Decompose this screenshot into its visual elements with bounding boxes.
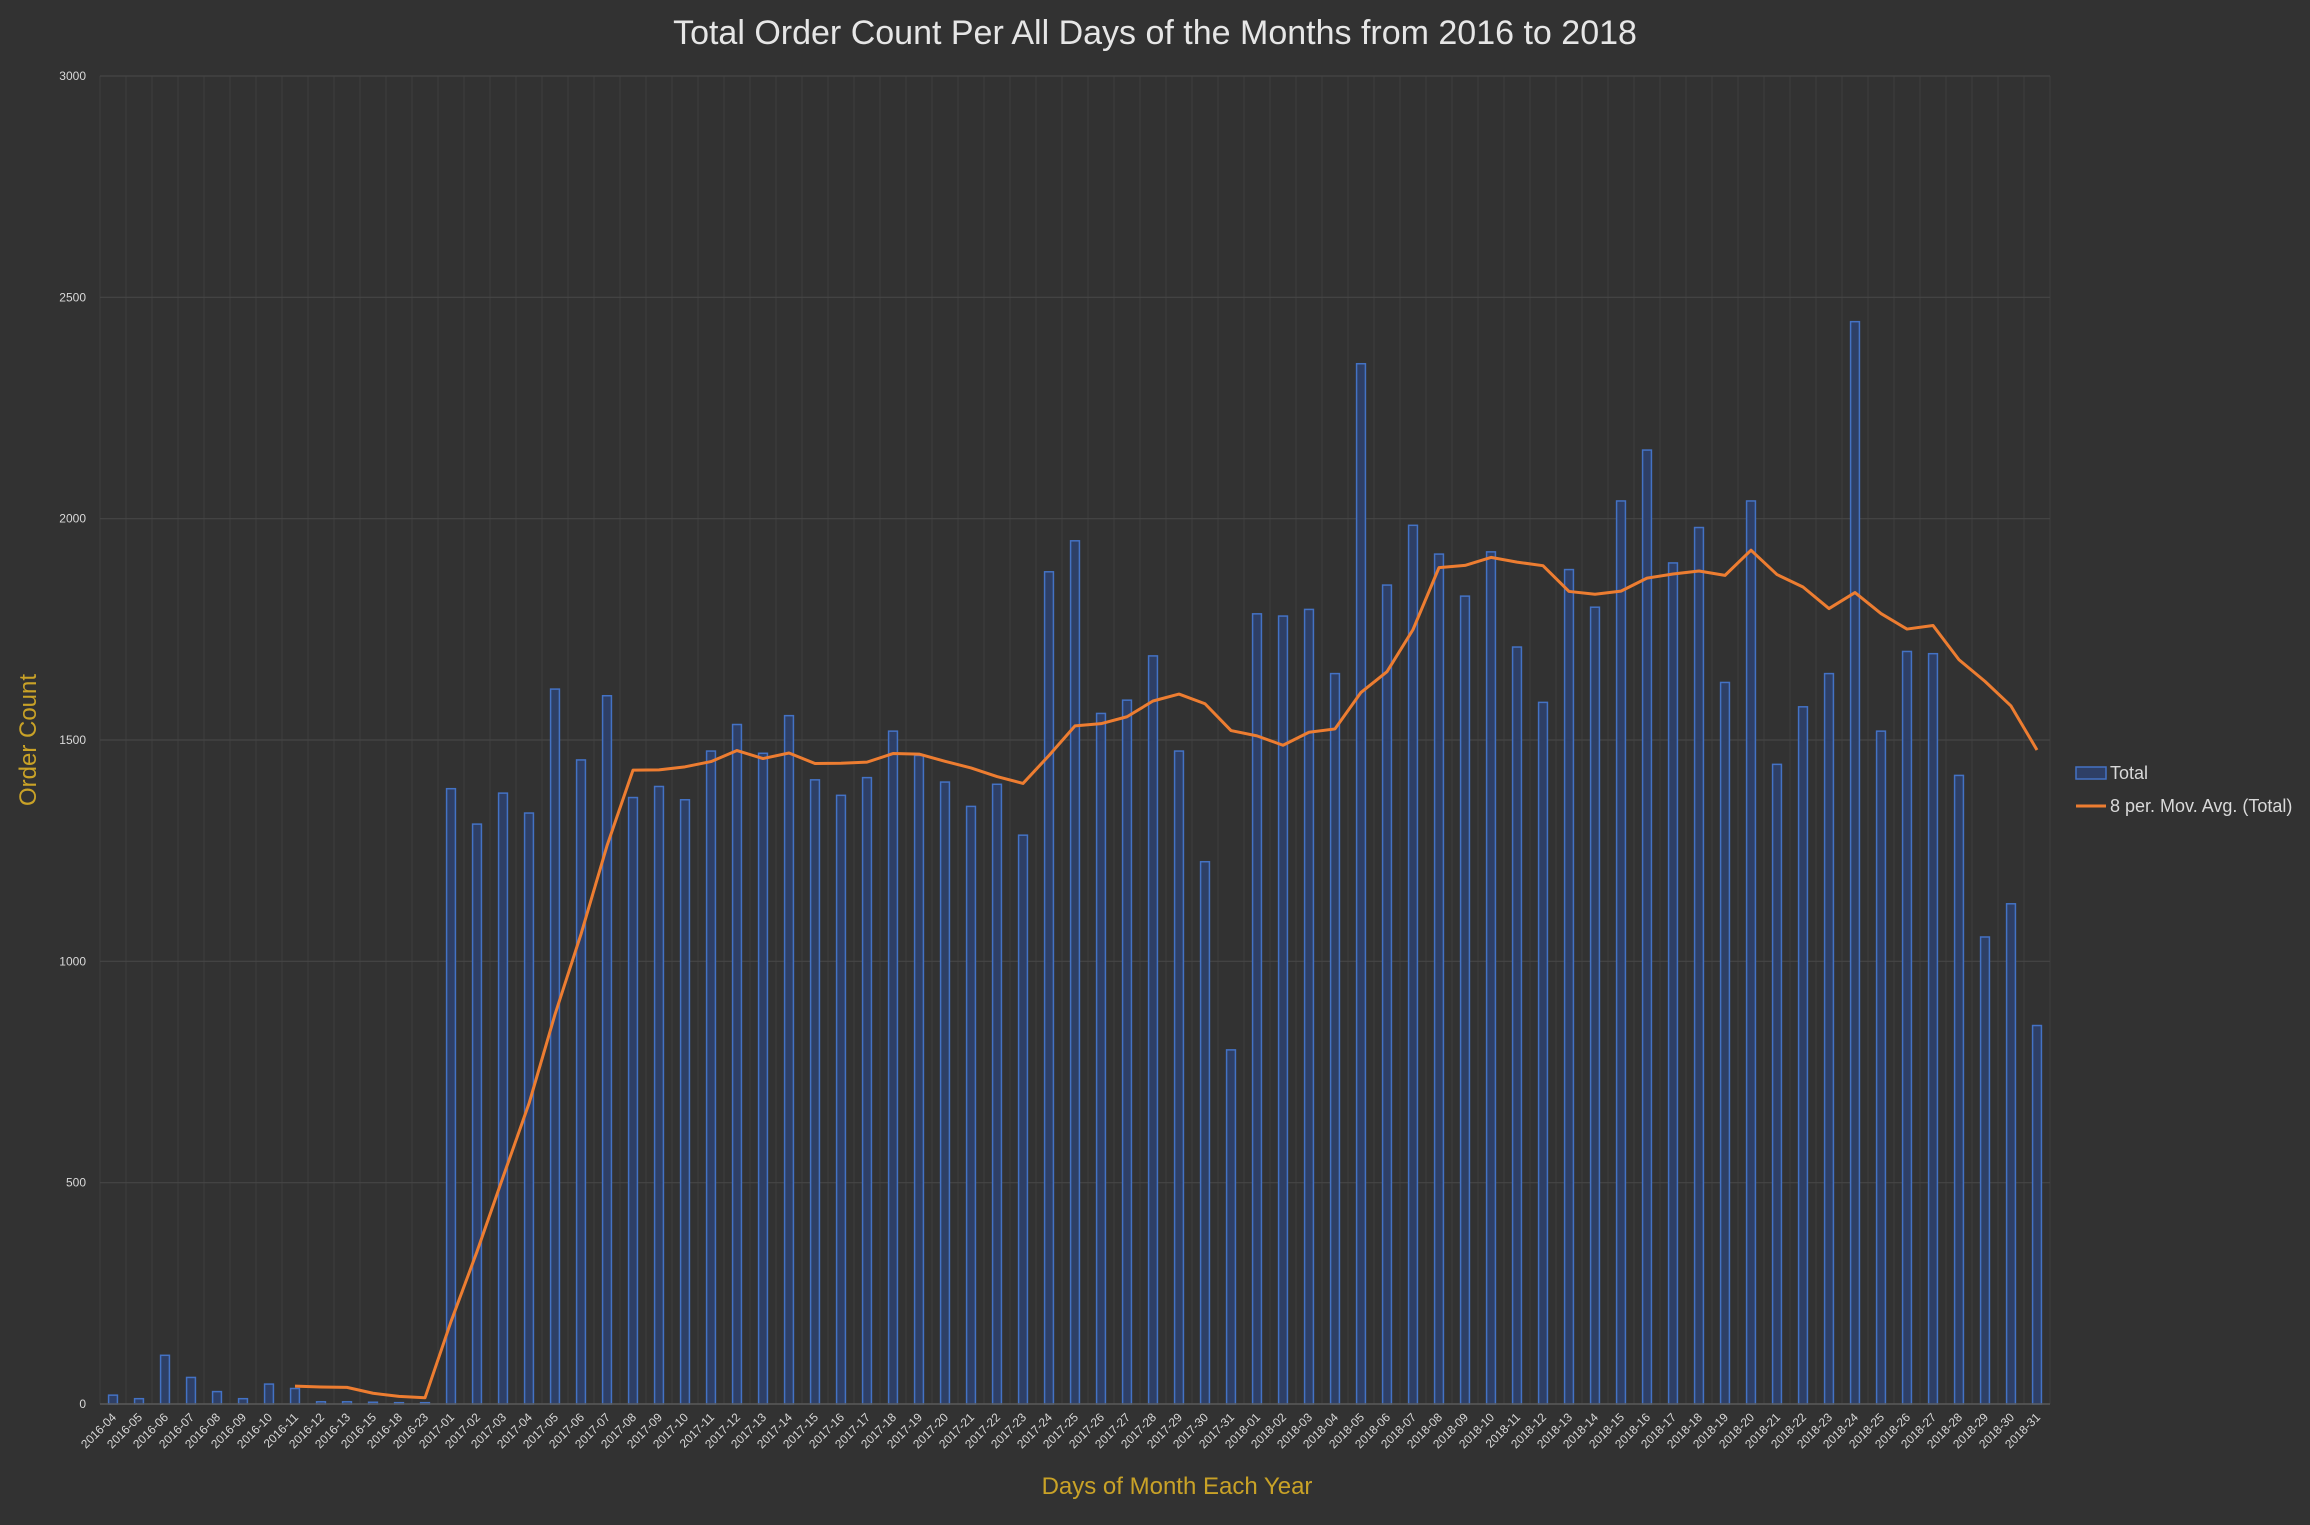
bar-2017-15 [809, 779, 821, 1405]
bar-2017-29 [1173, 750, 1185, 1405]
bar-2017-11 [705, 750, 717, 1405]
bar-2018-19 [1719, 681, 1731, 1405]
bar-2017-02 [471, 823, 483, 1405]
y-tick-label: 2000 [59, 512, 86, 526]
bar-2018-06 [1381, 584, 1393, 1405]
y-axis-title: Order Count [15, 674, 42, 806]
bar-2017-03 [497, 792, 509, 1405]
bar-2017-30 [1199, 860, 1211, 1405]
bar-2017-20 [939, 781, 951, 1405]
bar-2018-15 [1615, 500, 1627, 1405]
y-tick-label: 1000 [59, 954, 86, 968]
grid-layer [99, 75, 2051, 1405]
bar-2017-27 [1121, 699, 1133, 1405]
y-tick-label: 500 [66, 1176, 86, 1190]
bar-2016-10 [263, 1383, 275, 1405]
bar-2016-07 [185, 1376, 197, 1405]
legend: Total 8 per. Mov. Avg. (Total) [2075, 763, 2292, 816]
bar-2018-29 [1979, 936, 1991, 1405]
bar-2016-11 [289, 1387, 301, 1405]
bar-2017-16 [835, 794, 847, 1405]
legend-label-total: Total [2110, 763, 2148, 783]
bar-2018-24 [1849, 320, 1861, 1405]
bar-2017-22 [991, 783, 1003, 1405]
bar-2018-21 [1771, 763, 1783, 1405]
bar-2017-08 [627, 796, 639, 1405]
bar-2018-31 [2031, 1024, 2043, 1405]
bar-2018-08 [1433, 553, 1445, 1405]
bar-2018-07 [1407, 524, 1419, 1405]
bar-2017-07 [601, 694, 613, 1405]
line-layer [294, 548, 2039, 1400]
moving-average-line [294, 548, 2039, 1400]
bar-2017-28 [1147, 655, 1159, 1405]
y-tick-label: 2500 [59, 290, 86, 304]
bar-2017-19 [913, 754, 925, 1405]
bar-2018-26 [1901, 650, 1913, 1405]
bar-2017-12 [731, 723, 743, 1405]
bar-2018-25 [1875, 730, 1887, 1405]
legend-label-moving-average: 8 per. Mov. Avg. (Total) [2110, 796, 2292, 816]
bar-2018-02 [1277, 615, 1289, 1405]
y-tick-label: 3000 [59, 69, 86, 83]
chart-title: Total Order Count Per All Days of the Mo… [673, 14, 1637, 52]
bar-2017-26 [1095, 712, 1107, 1405]
bar-2018-18 [1693, 526, 1705, 1405]
bar-2018-23 [1823, 672, 1835, 1405]
bar-2018-27 [1927, 652, 1939, 1405]
bar-2018-14 [1589, 606, 1601, 1405]
bar-2018-05 [1355, 362, 1367, 1405]
bar-2018-13 [1563, 568, 1575, 1405]
bar-2018-09 [1459, 595, 1471, 1405]
bar-2018-03 [1303, 608, 1315, 1405]
bar-2018-12 [1537, 701, 1549, 1405]
bar-2017-24 [1043, 571, 1055, 1405]
y-tick-label: 0 [79, 1397, 86, 1411]
x-axis-title: Days of Month Each Year [1042, 1473, 1313, 1500]
bar-2017-09 [653, 785, 665, 1405]
bar-2017-21 [965, 805, 977, 1405]
bar-2017-17 [861, 776, 873, 1405]
bar-2016-08 [211, 1390, 223, 1405]
bar-2017-06 [575, 759, 587, 1405]
bar-2018-01 [1251, 613, 1263, 1405]
bar-2018-30 [2005, 903, 2017, 1405]
bar-2017-25 [1069, 540, 1081, 1405]
bar-2018-28 [1953, 774, 1965, 1405]
bar-2018-10 [1485, 551, 1497, 1405]
bar-2016-06 [159, 1354, 171, 1405]
legend-swatch-total [2075, 766, 2107, 780]
bar-2017-10 [679, 799, 691, 1405]
bar-2017-23 [1017, 834, 1029, 1405]
bar-2018-17 [1667, 562, 1679, 1405]
bar-2018-11 [1511, 646, 1523, 1405]
bar-2017-31 [1225, 1049, 1237, 1405]
bar-2018-20 [1745, 500, 1757, 1405]
bar-2018-04 [1329, 672, 1341, 1405]
bar-2016-05 [133, 1397, 145, 1405]
bar-2018-22 [1797, 706, 1809, 1405]
bar-2017-13 [757, 752, 769, 1405]
bar-2018-16 [1641, 449, 1653, 1405]
bar-2016-09 [237, 1397, 249, 1405]
bar-2017-05 [549, 688, 561, 1405]
bar-2016-04 [107, 1394, 119, 1405]
bar-2017-18 [887, 730, 899, 1405]
bar-2017-14 [783, 714, 795, 1405]
y-tick-label: 1500 [59, 733, 86, 747]
